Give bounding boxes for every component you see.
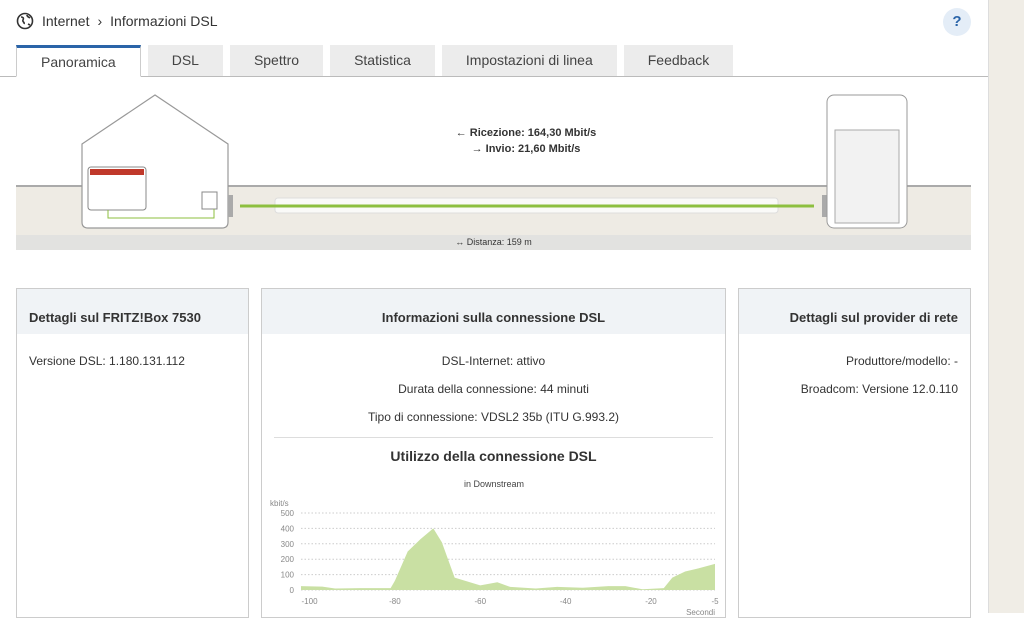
dsl-version: Versione DSL: 1.180.131.112	[29, 354, 236, 368]
tab-feedback[interactable]: Feedback	[624, 45, 733, 76]
card-title: Informazioni sulla connessione DSL	[262, 289, 725, 334]
x-tick-label: -100	[302, 597, 319, 606]
y-tick-label: 100	[281, 571, 295, 580]
x-tick-label: -60	[474, 597, 486, 606]
connection-duration: Durata della connessione: 44 minuti	[274, 382, 713, 396]
tx-speed: → Invio: 21,60 Mbit/s	[416, 141, 636, 157]
x-tick-label: -80	[389, 597, 401, 606]
x-tick-label: -40	[560, 597, 572, 606]
chart-title: in Downstream	[464, 479, 524, 489]
speed-info: ← Ricezione: 164,30 Mbit/s → Invio: 21,6…	[416, 125, 636, 157]
tab-panoramica[interactable]: Panoramica	[16, 45, 141, 77]
provider-details-card: Dettagli sul provider di rete Produttore…	[738, 288, 971, 618]
y-tick-label: 400	[281, 524, 295, 533]
dsl-status: DSL-Internet: attivo	[274, 354, 713, 368]
line-diagram: ↔ Distanza: 159 m ← Ricezione: 164,30 Mb…	[16, 80, 971, 250]
y-axis-label: kbit/s	[270, 499, 289, 508]
usage-title: Utilizzo della connessione DSL	[262, 448, 725, 464]
breadcrumb: Internet › Informazioni DSL	[16, 12, 218, 30]
connection-illustration	[16, 80, 971, 240]
page-scroll-gutter	[988, 0, 1024, 613]
breadcrumb-current: Informazioni DSL	[110, 13, 217, 29]
broadcom-version: Broadcom: Versione 12.0.110	[751, 382, 958, 396]
provider-model: Produttore/modello: -	[751, 354, 958, 368]
tab-impostazioni-linea[interactable]: Impostazioni di linea	[442, 45, 617, 76]
help-button[interactable]: ?	[943, 8, 971, 36]
dsl-connection-card: Informazioni sulla connessione DSL DSL-I…	[261, 288, 726, 618]
downstream-chart: in Downstream kbit/s 0 100 200 300 400 500 -100 -…	[262, 474, 727, 619]
tab-spettro[interactable]: Spettro	[230, 45, 323, 76]
wall-socket-icon	[202, 192, 217, 209]
y-tick-label: 300	[281, 540, 295, 549]
x-tick-label: -20	[645, 597, 657, 606]
connection-type: Tipo di connessione: VDSL2 35b (ITU G.99…	[274, 410, 713, 424]
fritzbox-details-card: Dettagli sul FRITZ!Box 7530 Versione DSL…	[16, 288, 249, 618]
x-tick-label: -5	[711, 597, 719, 606]
tab-dsl[interactable]: DSL	[148, 45, 223, 76]
y-tick-label: 200	[281, 555, 295, 564]
y-tick-label: 0	[290, 586, 295, 595]
card-title: Dettagli sul provider di rete	[739, 289, 970, 334]
card-title: Dettagli sul FRITZ!Box 7530	[17, 289, 248, 334]
tab-statistica[interactable]: Statistica	[330, 45, 435, 76]
breadcrumb-internet[interactable]: Internet	[42, 13, 89, 29]
rx-speed: ← Ricezione: 164,30 Mbit/s	[416, 125, 636, 141]
y-tick-label: 500	[281, 509, 295, 518]
tab-bar: Panoramica DSL Spettro Statistica Impost…	[0, 45, 988, 77]
globe-icon	[16, 12, 34, 30]
breadcrumb-separator-icon: ›	[97, 13, 102, 29]
